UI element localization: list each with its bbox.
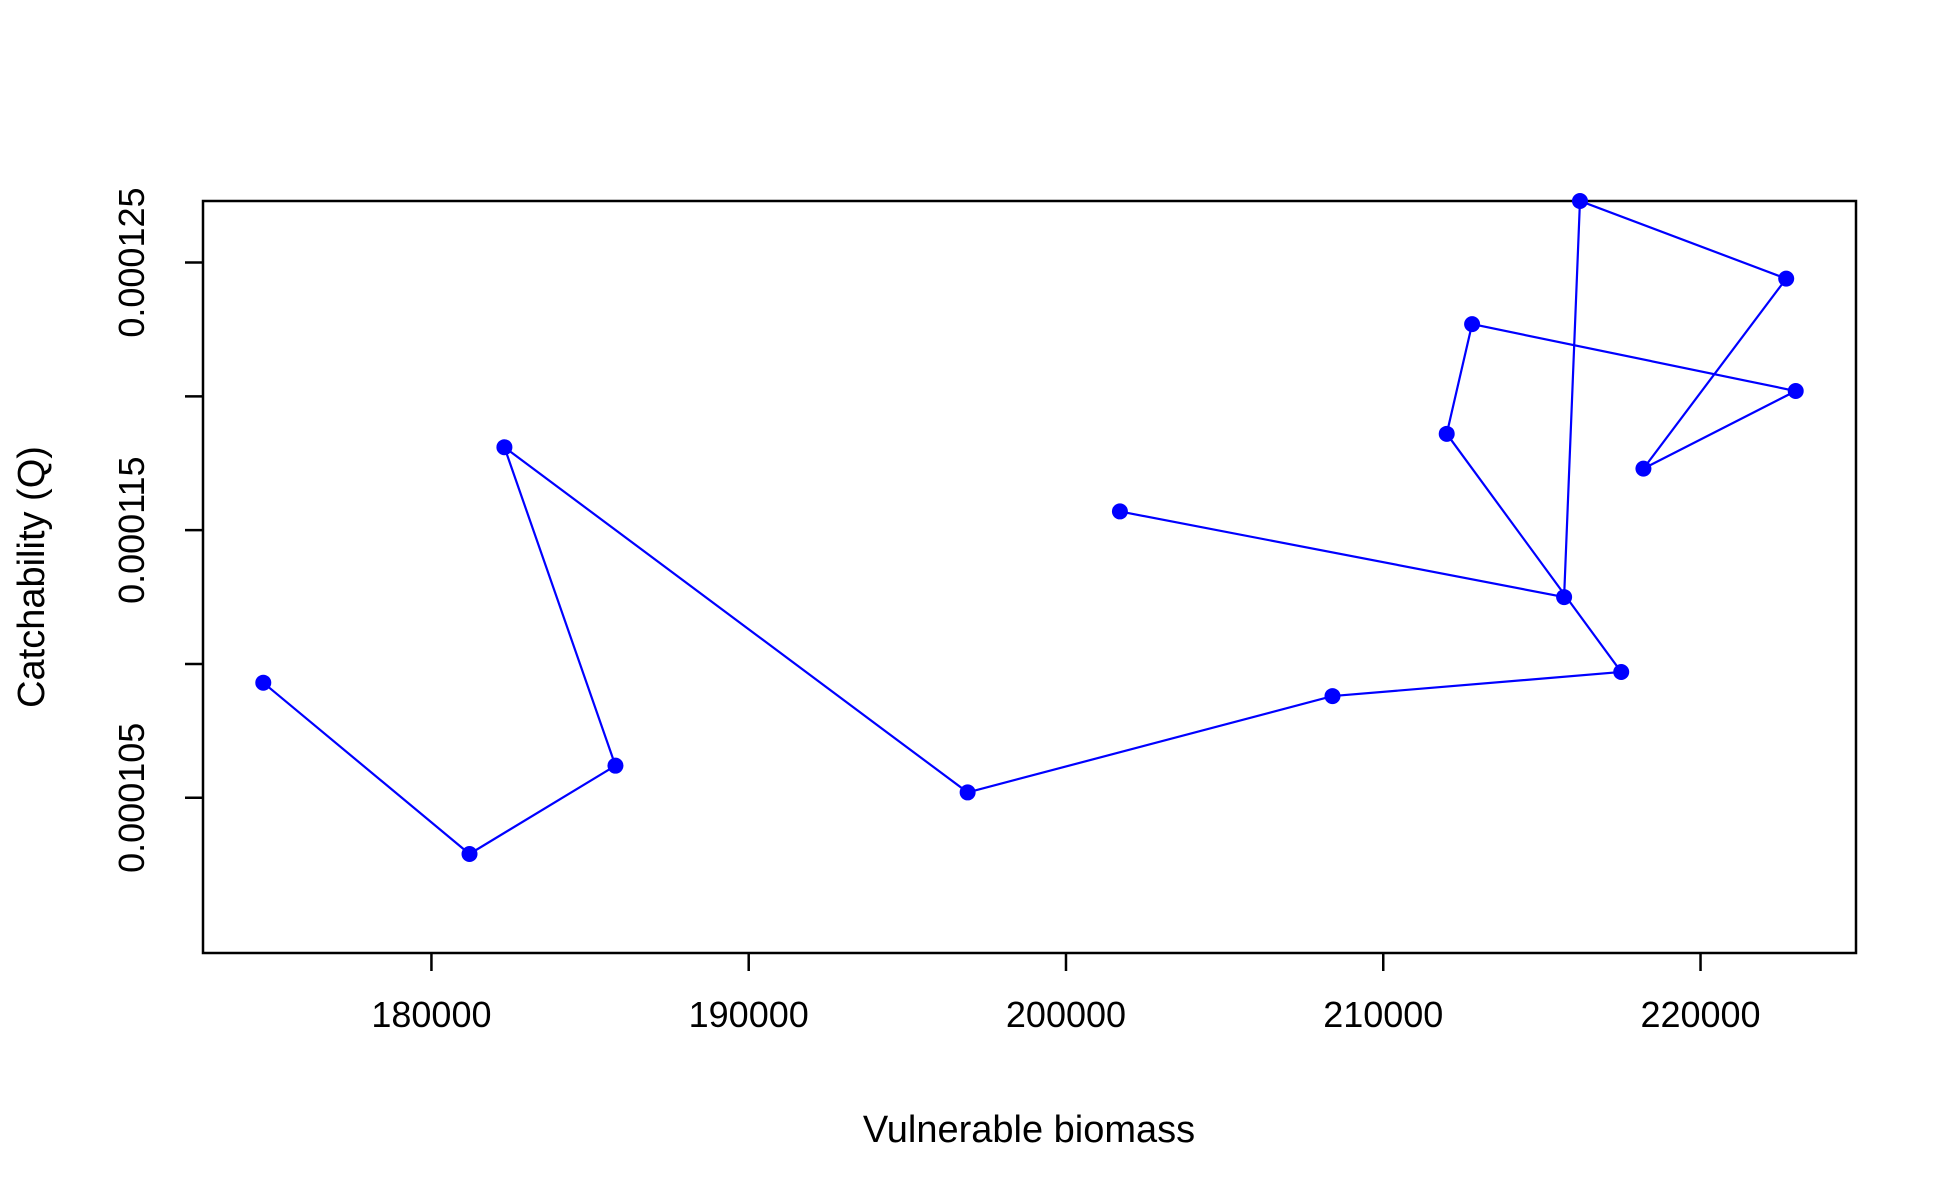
data-point [461,845,478,862]
x-tick-label: 210000 [1323,994,1443,1035]
data-point [1778,270,1795,287]
x-tick-label: 190000 [689,994,809,1035]
data-point [607,757,624,774]
data-point [255,674,272,691]
data-point [1324,688,1341,705]
x-tick-label: 220000 [1640,994,1760,1035]
data-point [1571,193,1588,209]
y-tick-label: 0.000105 [111,723,152,873]
y-axis: 0.000105 0.000115 0.000125 [111,187,203,873]
data-point [1464,316,1481,333]
y-tick-label: 0.000125 [111,187,152,337]
plot-frame [201,199,1858,955]
data-point [1787,383,1804,400]
x-axis-title: Vulnerable biomass [863,1109,1195,1151]
x-tick-label: 200000 [1006,994,1126,1035]
data-point [1635,460,1652,477]
y-tick-label: 0.000115 [111,456,152,603]
data-point [496,439,513,456]
data-point [959,784,976,801]
series-line [262,199,1800,856]
data-point [1556,589,1573,606]
x-tick-label: 180000 [371,994,491,1035]
y-axis-title: Catchability (Q) [11,446,53,708]
data-point [1111,503,1128,520]
series-layer [255,193,1804,862]
data-point [1438,425,1455,442]
data-point [1613,664,1630,681]
x-axis: 180000 190000 200000 210000 220000 [371,953,1761,1035]
